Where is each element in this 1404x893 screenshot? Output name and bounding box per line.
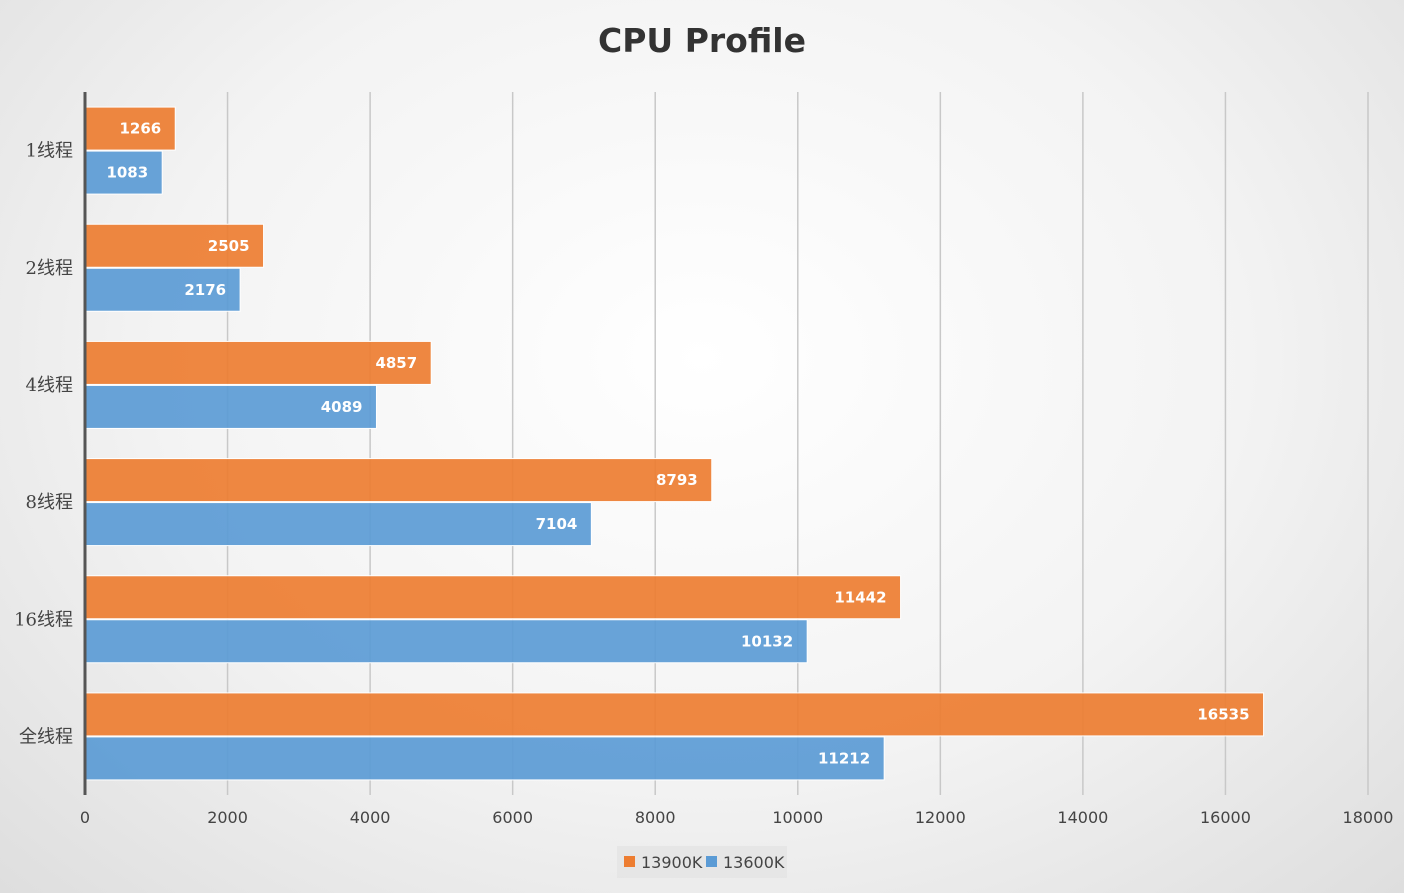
x-tick-label: 2000 xyxy=(207,808,248,827)
legend[interactable]: 13900K 13600K xyxy=(617,846,787,878)
bar-13900K-2 xyxy=(84,340,432,385)
x-tick-label: 16000 xyxy=(1200,808,1251,827)
x-tick-label: 18000 xyxy=(1343,808,1394,827)
category-label: 2线程 xyxy=(26,258,73,279)
bars: 1266 1083 2505 2176 4857 4089 8793 7104 11442 101… xyxy=(84,106,1265,781)
category-label: 4线程 xyxy=(26,375,73,396)
data-label: 11212 xyxy=(818,749,870,767)
bar-13900K-4 xyxy=(84,575,902,620)
x-tick-label: 4000 xyxy=(350,808,391,827)
category-label: 1线程 xyxy=(26,141,73,162)
data-label: 11442 xyxy=(834,588,886,606)
legend-label-13600K[interactable]: 13600K xyxy=(723,853,785,872)
legend-swatch-13900K xyxy=(624,856,635,867)
data-label: 7104 xyxy=(536,515,578,533)
data-label: 1083 xyxy=(106,164,148,182)
bar-13600K-5 xyxy=(84,736,885,781)
bar-13600K-4 xyxy=(84,619,808,664)
x-tick-label: 14000 xyxy=(1057,808,1108,827)
gridlines xyxy=(226,92,1369,795)
x-tick-label: 8000 xyxy=(635,808,676,827)
category-label: 8线程 xyxy=(26,492,73,513)
bar-13900K-1 xyxy=(84,223,265,268)
x-tick-label: 10000 xyxy=(772,808,823,827)
data-label: 1266 xyxy=(119,120,161,138)
x-tick-label: 0 xyxy=(80,808,90,827)
data-label: 2505 xyxy=(208,237,250,255)
bar-13900K-5 xyxy=(84,692,1265,737)
data-label: 10132 xyxy=(741,632,793,650)
x-tick-label: 6000 xyxy=(492,808,533,827)
chart-title: CPU Profile xyxy=(598,21,806,60)
bar-13600K-3 xyxy=(84,502,592,547)
bar-13600K-2 xyxy=(84,384,377,429)
x-tick-label: 12000 xyxy=(915,808,966,827)
category-label: 16线程 xyxy=(14,609,73,630)
data-label: 8793 xyxy=(656,471,698,489)
data-label: 16535 xyxy=(1197,705,1249,723)
bar-13900K-0 xyxy=(84,106,176,151)
data-label: 2176 xyxy=(184,281,226,299)
data-label: 4089 xyxy=(321,398,363,416)
category-label: 全线程 xyxy=(19,726,73,747)
bar-13900K-3 xyxy=(84,458,713,503)
data-label: 4857 xyxy=(375,354,417,372)
bar-13600K-1 xyxy=(84,267,241,312)
legend-label-13900K[interactable]: 13900K xyxy=(641,853,703,872)
legend-swatch-13600K xyxy=(706,856,717,867)
axes: 0 2000 4000 6000 8000 10000 12000 14000 16000 180… xyxy=(14,92,1393,827)
legend-box xyxy=(617,846,787,878)
